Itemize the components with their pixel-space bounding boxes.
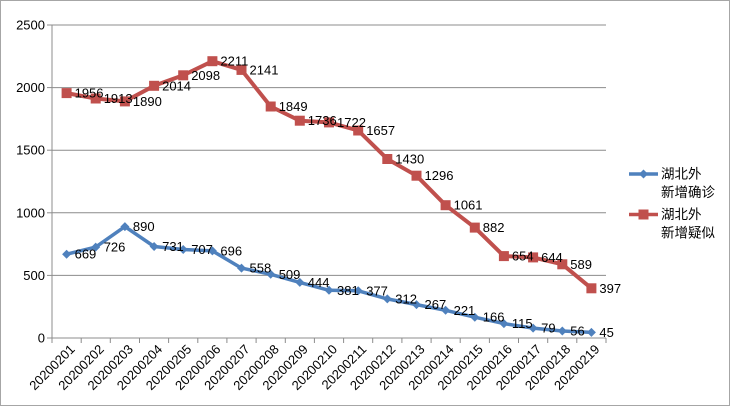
data-point-label: 1849 bbox=[279, 99, 308, 114]
data-point-marker bbox=[207, 56, 218, 67]
data-point-label: 1061 bbox=[454, 198, 483, 213]
data-point-marker bbox=[470, 312, 480, 322]
data-point-label: 444 bbox=[308, 275, 330, 290]
data-point-label: 1296 bbox=[425, 168, 454, 183]
data-point-label: 731 bbox=[162, 239, 184, 254]
legend-label: 湖北外 bbox=[661, 207, 702, 222]
data-point-marker bbox=[178, 70, 189, 81]
data-point-label: 1430 bbox=[395, 152, 424, 167]
data-point-label: 1913 bbox=[104, 91, 133, 106]
data-point-label: 397 bbox=[599, 281, 621, 296]
legend-label: 新增疑似 bbox=[661, 226, 715, 241]
data-point-marker bbox=[120, 222, 130, 232]
data-point-label: 2014 bbox=[162, 78, 191, 93]
data-point-label: 696 bbox=[220, 243, 242, 258]
data-point-marker bbox=[638, 209, 649, 220]
data-point-label: 509 bbox=[279, 267, 301, 282]
data-point-marker bbox=[295, 277, 305, 287]
data-point-label: 56 bbox=[570, 324, 584, 339]
y-axis-label: 1500 bbox=[16, 143, 45, 158]
data-point-label: 1736 bbox=[308, 113, 337, 128]
data-point-marker bbox=[411, 170, 422, 181]
data-point-marker bbox=[178, 245, 188, 254]
data-point-marker bbox=[441, 305, 451, 315]
data-point-marker bbox=[557, 259, 568, 270]
data-point-marker bbox=[237, 263, 246, 273]
data-point-label: 882 bbox=[483, 220, 505, 235]
data-point-marker bbox=[90, 93, 101, 104]
data-point-marker bbox=[639, 169, 648, 179]
y-axis-label: 1000 bbox=[16, 205, 45, 220]
data-point-marker bbox=[149, 242, 159, 251]
data-point-marker bbox=[528, 323, 538, 333]
data-point-marker bbox=[207, 246, 217, 256]
data-point-label: 2098 bbox=[191, 68, 220, 83]
data-point-marker bbox=[149, 80, 160, 91]
data-point-label: 890 bbox=[133, 219, 155, 234]
data-point-label: 267 bbox=[425, 297, 447, 312]
data-point-marker bbox=[528, 252, 539, 263]
data-point-marker bbox=[294, 115, 305, 126]
data-point-marker bbox=[62, 249, 72, 259]
data-point-marker bbox=[119, 96, 130, 107]
data-point-marker bbox=[469, 222, 480, 233]
data-point-marker bbox=[353, 125, 364, 136]
data-point-marker bbox=[324, 117, 334, 128]
data-point-label: 558 bbox=[250, 261, 272, 276]
data-point-label: 312 bbox=[395, 291, 417, 306]
data-point-label: 1657 bbox=[366, 123, 395, 138]
data-point-label: 654 bbox=[512, 249, 534, 264]
data-point-label: 1956 bbox=[75, 86, 104, 101]
data-point-label: 45 bbox=[599, 325, 613, 340]
data-point-label: 707 bbox=[191, 242, 213, 257]
data-point-marker bbox=[498, 251, 509, 262]
data-point-label: 644 bbox=[541, 250, 563, 265]
data-point-marker bbox=[412, 300, 421, 310]
y-axis-label: 500 bbox=[23, 268, 45, 283]
data-point-label: 589 bbox=[570, 257, 592, 272]
data-point-label: 1722 bbox=[337, 115, 366, 130]
data-point-marker bbox=[382, 294, 392, 304]
data-point-label: 2141 bbox=[250, 62, 279, 77]
data-point-marker bbox=[557, 326, 567, 336]
data-point-marker bbox=[353, 286, 363, 296]
data-point-label: 221 bbox=[454, 303, 476, 318]
legend-label: 湖北外 bbox=[661, 167, 702, 182]
data-point-label: 79 bbox=[541, 321, 555, 336]
data-point-marker bbox=[586, 283, 597, 294]
y-axis-label: 0 bbox=[38, 331, 45, 346]
data-point-label: 669 bbox=[75, 247, 97, 262]
data-point-label: 726 bbox=[104, 240, 126, 255]
data-point-marker bbox=[91, 242, 101, 252]
data-point-marker bbox=[586, 327, 596, 337]
data-point-marker bbox=[440, 200, 451, 211]
data-point-label: 2211 bbox=[220, 54, 248, 69]
data-point-marker bbox=[382, 154, 393, 164]
data-point-marker bbox=[236, 64, 247, 75]
data-point-label: 1890 bbox=[133, 94, 162, 109]
data-point-label: 166 bbox=[483, 310, 505, 325]
y-axis-label: 2000 bbox=[16, 80, 45, 95]
data-point-marker bbox=[324, 285, 334, 295]
data-point-marker bbox=[266, 269, 276, 279]
legend-label: 新增确诊 bbox=[661, 185, 715, 200]
data-point-marker bbox=[61, 88, 72, 99]
data-point-label: 377 bbox=[366, 283, 388, 298]
data-point-label: 115 bbox=[512, 316, 533, 331]
y-axis-label: 2500 bbox=[16, 18, 45, 33]
data-point-label: 381 bbox=[337, 283, 359, 298]
data-point-marker bbox=[265, 101, 276, 112]
data-point-marker bbox=[499, 319, 509, 329]
